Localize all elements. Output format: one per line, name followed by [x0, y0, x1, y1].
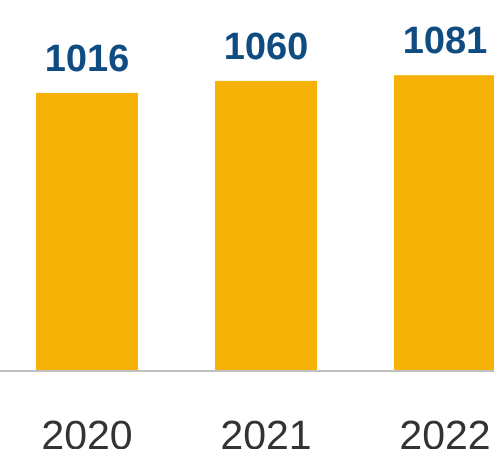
x-tick-label-2020: 2020 [41, 412, 132, 449]
value-label-2022: 1081 [403, 20, 488, 62]
bar-2022 [394, 75, 494, 371]
bar-2021 [215, 80, 317, 371]
value-label-2021: 1060 [224, 26, 309, 68]
value-labels-group: 1016 1060 1081 [45, 20, 488, 80]
bar-2020 [36, 92, 138, 371]
bars-group [36, 75, 494, 371]
x-tick-label-2022: 2022 [399, 412, 490, 449]
x-tick-label-2021: 2021 [220, 412, 311, 449]
tick-labels-group: 2020 2021 2022 [41, 412, 490, 449]
value-label-2020: 1016 [45, 38, 130, 80]
